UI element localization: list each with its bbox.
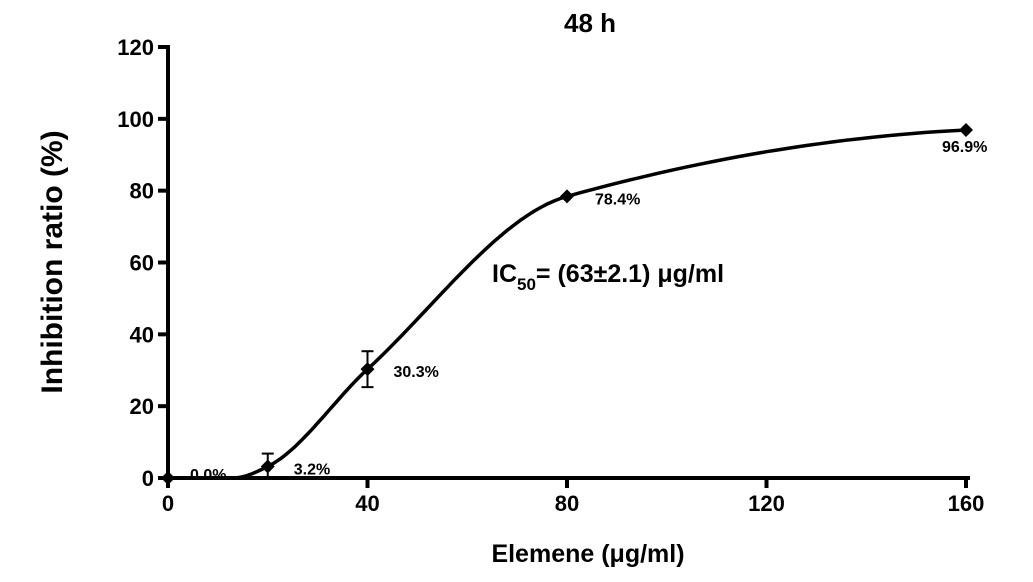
y-tick-label: 20 bbox=[130, 394, 154, 419]
y-tick-label: 100 bbox=[117, 107, 154, 132]
y-tick-label: 40 bbox=[130, 322, 154, 347]
x-tick-label: 80 bbox=[555, 491, 579, 516]
data-label: 78.4% bbox=[595, 191, 640, 208]
ic50-sub: 50 bbox=[517, 275, 536, 294]
x-tick-label: 0 bbox=[162, 491, 174, 516]
y-tick-label: 120 bbox=[117, 35, 154, 60]
axes: 0 40 80 120 160 0 20 40 60 80 100 120 bbox=[117, 35, 984, 516]
x-tick-label: 160 bbox=[948, 491, 985, 516]
y-tick-label: 60 bbox=[130, 251, 154, 276]
data-point-diamond bbox=[161, 471, 175, 485]
ic50-prefix: IC bbox=[492, 260, 517, 288]
fit-curve bbox=[168, 128, 967, 480]
data-label: 30.3% bbox=[394, 364, 439, 381]
data-label: 3.2% bbox=[294, 462, 330, 479]
y-tick-label: 80 bbox=[130, 179, 154, 204]
y-tick-label: 0 bbox=[142, 466, 154, 491]
data-point-diamond bbox=[560, 189, 574, 204]
data-label: 0.0% bbox=[190, 467, 226, 484]
ic50-annotation: IC50= (63±2.1) μg/ml bbox=[492, 260, 724, 294]
x-axis-label: Elemene (μg/ml) bbox=[491, 540, 684, 568]
data-point-diamond bbox=[260, 459, 275, 474]
ic50-text: = (63±2.1) μg/ml bbox=[536, 260, 724, 288]
x-tick-label: 120 bbox=[748, 491, 785, 516]
y-axis-label: Inhibition ratio (%) bbox=[36, 130, 69, 393]
x-tick-label: 40 bbox=[355, 491, 379, 516]
data-point-diamond bbox=[959, 122, 973, 137]
data-point-diamond bbox=[360, 362, 375, 377]
marks: 0.0% 3.2% 30.3% 78.4% 96.9% bbox=[161, 122, 987, 485]
chart-title: 48 h bbox=[564, 8, 616, 38]
data-label: 96.9% bbox=[942, 139, 987, 156]
